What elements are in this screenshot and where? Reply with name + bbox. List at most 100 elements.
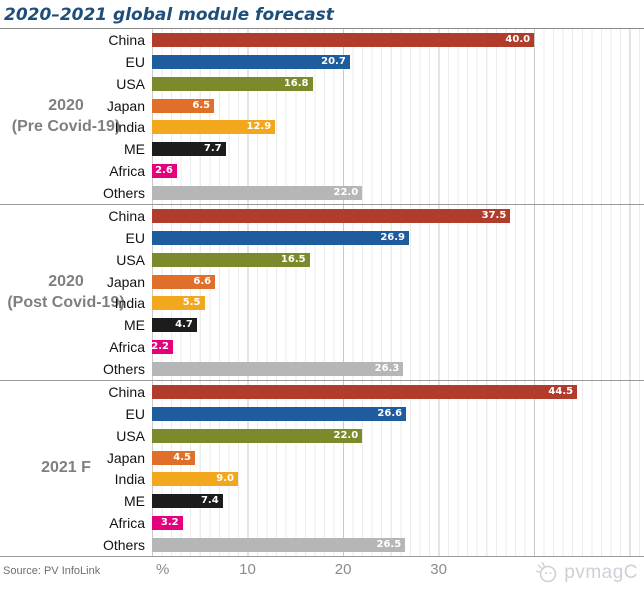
bar-usa: 22.0 [152,428,363,443]
bar-cell: 3.2 [152,516,644,531]
bar-cell: 16.8 [152,76,644,91]
bar-value-label: 9.0 [216,473,234,485]
bar-india: 12.9 [152,120,276,135]
bar-cell: 4.7 [152,318,644,333]
bar-row: Africa 2.2 [0,336,644,358]
bar-cell: 37.5 [152,208,644,223]
category-label: Japan [106,273,145,290]
bar-value-label: 6.6 [193,275,212,287]
bar-value-label: 2.2 [151,341,169,353]
bar-value-label: 16.5 [280,253,306,265]
category-label: ME [124,493,145,510]
bar-cell: 20.7 [152,54,644,69]
bar-row: Others 22.0 [0,182,644,204]
bar-row: India 9.0 [0,469,644,491]
panel-2021f: 2021 F China 44.5 EU 26.6 USA 22.0 Japan 4.5 Indi… [0,381,644,557]
bar-cell: 6.5 [152,98,644,113]
category-label: EU [125,53,145,70]
bar-value-label: 3.2 [160,517,179,529]
bar-usa: 16.8 [152,76,313,91]
category-label: Africa [109,163,145,180]
watermark: pvmagC [534,560,638,586]
category-label: EU [125,405,145,422]
category-label: Others [102,185,145,201]
bar-chart: 2020 (Pre Covid-19) China 40.0 EU 20.7 USA 16.8… [0,28,644,557]
bar-row: China 37.5 [0,205,644,227]
bar-row: Japan 6.6 [0,271,644,293]
x-axis-tick-20: 20 [334,561,352,578]
category-label: China [108,207,145,224]
bar-value-label: 22.0 [333,187,359,198]
bar-row: ME 7.4 [0,490,644,512]
bar-cell: 2.6 [152,164,644,179]
bar-row: Others 26.3 [0,358,644,380]
bar-me: 7.4 [152,494,223,509]
bar-row: India 12.9 [0,117,644,139]
category-label: EU [125,229,145,246]
bar-row: ME 7.7 [0,138,644,160]
bar-cell: 26.6 [152,406,644,421]
bar-row: ME 4.7 [0,314,644,336]
category-label: Africa [109,515,145,532]
bar-value-label: 16.8 [283,77,309,89]
bar-value-label: 4.5 [173,451,191,463]
category-label: Japan [106,97,145,114]
bar-china: 40.0 [152,32,535,47]
bar-value-label: 37.5 [481,209,507,221]
category-label: Others [102,537,145,553]
category-label: Africa [109,339,145,356]
category-label: China [108,383,145,400]
bar-china: 44.5 [152,384,578,399]
bar-cell: 7.7 [152,142,644,157]
bar-row: USA 16.5 [0,249,644,271]
bar-value-label: 26.9 [380,231,405,243]
bar-row: EU 26.6 [0,403,644,425]
bar-value-label: 7.7 [203,143,222,155]
bar-value-label: 40.0 [505,33,531,45]
bar-cell: 5.5 [152,296,644,311]
category-label: India [114,471,145,488]
bar-row: Africa 2.6 [0,160,644,182]
bar-cell: 26.9 [152,230,644,245]
bar-cell: 9.0 [152,472,644,487]
x-axis-unit-label: % [156,561,170,578]
bar-row: EU 26.9 [0,227,644,249]
x-axis: Source: PV InfoLink % 10 20 30 pvmagC [0,557,644,600]
x-axis-tick-30: 30 [430,561,447,578]
bar-others: 26.3 [152,362,404,376]
bar-row: India 5.5 [0,293,644,315]
bar-cell: 4.5 [152,450,644,465]
bar-row: Japan 4.5 [0,447,644,469]
panel-2020-pre: 2020 (Pre Covid-19) China 40.0 EU 20.7 USA 16.8… [0,29,644,205]
bar-value-label: 12.9 [246,121,272,133]
bar-value-label: 20.7 [321,55,346,67]
bar-value-label: 26.5 [376,539,402,550]
bar-japan: 4.5 [152,450,195,465]
bar-me: 7.7 [152,142,226,157]
category-label: China [108,31,145,48]
source-note: Source: PV InfoLink [3,565,101,577]
bar-china: 37.5 [152,208,511,223]
bar-value-label: 4.7 [175,319,193,331]
bar-others: 22.0 [152,186,363,200]
bar-africa: 3.2 [152,516,183,531]
bar-cell: 2.2 [151,340,644,355]
bar-japan: 6.6 [152,274,216,289]
bar-row: Africa 3.2 [0,512,644,534]
category-label: India [114,119,145,136]
bar-cell: 40.0 [152,32,644,47]
bar-row: China 40.0 [0,29,644,51]
panel-2020-post: 2020 (Post Covid-19) China 37.5 EU 26.9 USA 16.… [0,205,644,381]
bar-row: USA 16.8 [0,73,644,95]
bar-value-label: 6.5 [192,99,211,111]
category-label: Japan [106,449,145,466]
bar-value-label: 5.5 [182,297,201,309]
bar-others: 26.5 [152,538,406,552]
bar-cell: 26.3 [152,362,644,376]
bar-value-label: 2.6 [155,165,173,177]
bar-africa: 2.6 [152,164,177,179]
chart-title: 2020–2021 global module forecast [4,5,334,25]
bar-value-label: 7.4 [200,495,219,507]
category-label: ME [124,317,145,334]
